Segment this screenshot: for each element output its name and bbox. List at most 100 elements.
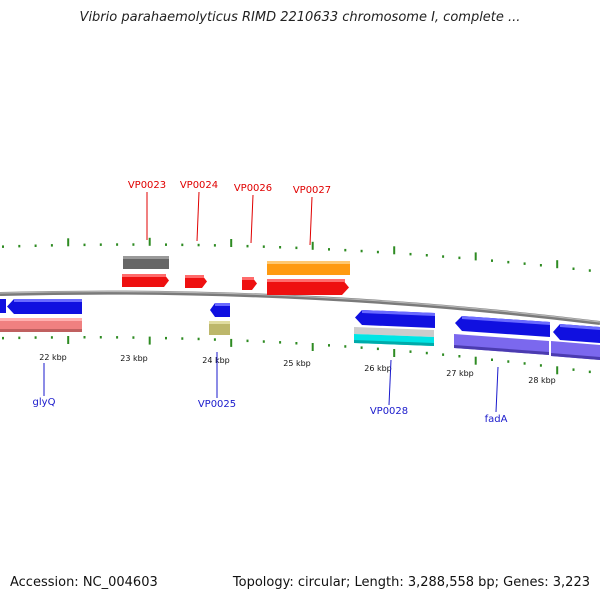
scale-label-28kbp: 28 kbp	[528, 376, 556, 385]
minor-tick	[344, 248, 347, 252]
gene-glyq-pink[interactable]	[0, 318, 82, 332]
gene-vp0026[interactable]	[242, 277, 257, 290]
minor-tick	[523, 362, 526, 365]
minor-tick	[116, 243, 119, 246]
upper-tick-track	[2, 237, 591, 272]
minor-tick	[18, 336, 21, 340]
minor-tick	[99, 243, 102, 246]
label-vp0023[interactable]: VP0023	[128, 180, 166, 191]
minor-tick	[18, 244, 21, 248]
label-fada[interactable]: fadA	[485, 414, 508, 425]
gene-vp0028[interactable]	[355, 310, 435, 328]
minor-tick	[295, 342, 298, 345]
minor-tick	[99, 336, 102, 339]
chromosome-backbone	[0, 290, 600, 325]
minor-tick	[376, 347, 379, 351]
minor-tick	[262, 340, 265, 343]
major-tick	[393, 246, 396, 255]
gene-fadb[interactable]	[553, 324, 600, 343]
gene-vp0025[interactable]	[210, 303, 230, 317]
minor-tick	[360, 249, 363, 253]
minor-tick	[295, 246, 298, 250]
gene-fada-purple[interactable]	[454, 334, 549, 355]
minor-tick	[132, 336, 135, 339]
scale-label-24kbp: 24 kbp	[202, 356, 230, 365]
gene-glyq[interactable]	[7, 299, 82, 314]
major-tick	[474, 356, 477, 365]
minor-tick	[262, 245, 265, 248]
minor-tick	[425, 254, 428, 257]
major-tick	[393, 349, 396, 357]
minor-tick	[376, 250, 379, 254]
gene-left-blue-1[interactable]	[0, 299, 6, 313]
minor-tick	[572, 267, 575, 270]
minor-tick	[279, 341, 282, 344]
minor-tick	[132, 243, 135, 246]
minor-tick	[213, 244, 216, 247]
minor-tick	[409, 350, 412, 353]
major-tick	[311, 343, 314, 351]
minor-tick	[197, 337, 200, 341]
gene-vp0023[interactable]	[122, 274, 169, 287]
scale-labels: 22 kbp 23 kbp 24 kbp 25 kbp 26 kbp 27 kb…	[39, 353, 556, 385]
gene-vp0027[interactable]	[267, 279, 349, 295]
minor-tick	[588, 370, 591, 374]
minor-tick	[197, 243, 200, 247]
label-vp0025[interactable]: VP0025	[198, 399, 236, 410]
gene-vp0028-lightgray[interactable]	[354, 327, 434, 337]
major-tick	[67, 336, 70, 344]
label-vp0028[interactable]: VP0028	[370, 406, 408, 417]
minor-tick	[246, 244, 249, 248]
minor-tick	[181, 243, 184, 247]
minor-tick	[50, 336, 53, 339]
minor-tick	[491, 259, 493, 262]
forward-strand-genes	[122, 256, 350, 295]
minor-tick	[442, 353, 445, 356]
major-tick	[67, 238, 70, 247]
minor-tick	[458, 256, 461, 260]
minor-tick	[34, 336, 37, 339]
minor-tick	[328, 248, 330, 251]
gene-vp0027-orange[interactable]	[267, 261, 350, 275]
major-tick	[148, 336, 151, 345]
gene-vp0028-cyan[interactable]	[354, 334, 434, 346]
minor-tick	[246, 339, 249, 343]
label-glyq[interactable]: glyQ	[33, 397, 56, 408]
major-tick	[230, 338, 233, 347]
minor-tick	[344, 345, 347, 348]
top-gene-labels: VP0023 VP0024 VP0026 VP0027	[128, 180, 331, 246]
gene-fada[interactable]	[455, 316, 550, 337]
minor-tick	[279, 246, 282, 249]
gene-vp0023-gray[interactable]	[123, 256, 169, 269]
major-tick	[556, 366, 559, 375]
gene-fadb-purple[interactable]	[551, 341, 600, 360]
minor-tick	[50, 244, 53, 247]
genome-stats-text: Topology: circular; Length: 3,288,558 bp…	[232, 575, 590, 590]
minor-tick	[165, 336, 167, 340]
minor-tick	[181, 337, 184, 340]
gene-vp0025-olive[interactable]	[209, 321, 230, 335]
minor-tick	[83, 243, 86, 247]
scale-label-26kbp: 26 kbp	[364, 364, 392, 373]
minor-tick	[507, 360, 510, 363]
reverse-strand-genes	[0, 299, 600, 360]
major-tick	[311, 241, 314, 250]
minor-tick	[442, 255, 445, 258]
scale-label-22kbp: 22 kbp	[39, 353, 67, 362]
gene-vp0024[interactable]	[185, 275, 207, 288]
minor-tick	[539, 364, 542, 367]
minor-tick	[409, 252, 412, 256]
minor-tick	[328, 344, 330, 347]
scale-label-23kbp: 23 kbp	[120, 354, 148, 363]
minor-tick	[83, 336, 86, 339]
label-vp0026[interactable]: VP0026	[234, 183, 272, 194]
major-tick	[230, 239, 233, 247]
label-vp0024[interactable]: VP0024	[180, 180, 218, 191]
minor-tick	[116, 336, 119, 339]
minor-tick	[360, 346, 363, 349]
label-vp0027[interactable]: VP0027	[293, 185, 331, 196]
minor-tick	[2, 245, 4, 248]
map-title: Vibrio parahaemolyticus RIMD 2210633 chr…	[79, 10, 521, 25]
scale-label-25kbp: 25 kbp	[283, 359, 311, 368]
